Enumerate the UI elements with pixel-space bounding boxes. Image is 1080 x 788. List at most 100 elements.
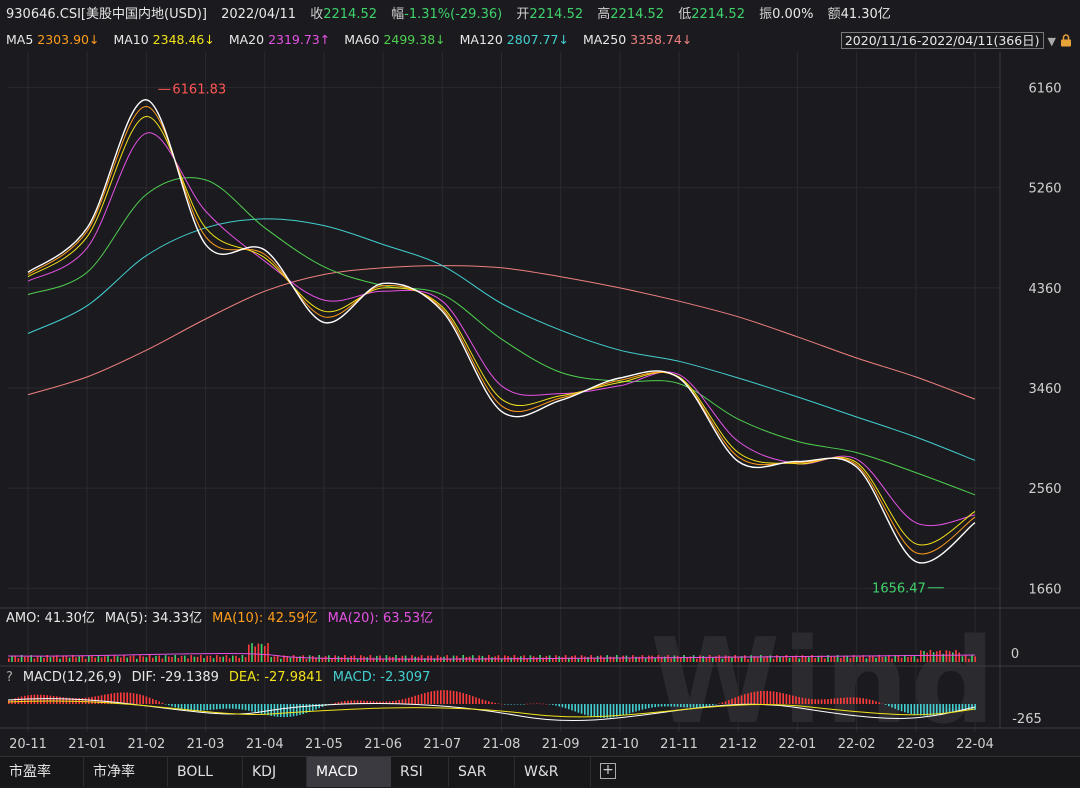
macd-histogram-bar	[814, 699, 816, 704]
amo-bar	[936, 651, 938, 662]
amo-bar	[225, 655, 228, 662]
amo-bar	[97, 655, 100, 662]
amo-bar	[356, 658, 359, 662]
macd-histogram-bar	[686, 704, 688, 708]
x-tick-label: 20-11	[9, 737, 47, 752]
amo-bar	[632, 655, 634, 662]
macd-histogram-bar	[113, 693, 116, 704]
amo-bar	[948, 651, 951, 662]
macd-histogram-bar	[497, 703, 500, 704]
amo-bar	[449, 658, 452, 662]
tab-wr[interactable]: W&R	[515, 757, 591, 787]
amo-bar	[676, 655, 679, 662]
add-tab-icon[interactable]: +	[600, 763, 616, 779]
macd-histogram-bar	[763, 690, 765, 704]
macd-histogram-bar	[632, 704, 634, 713]
x-tick-label: 21-03	[187, 737, 225, 752]
tab-sar[interactable]: SAR	[449, 757, 515, 787]
tab-kdj[interactable]: KDJ	[243, 757, 307, 787]
help-icon[interactable]: ?	[6, 670, 13, 685]
amo-bar	[27, 656, 29, 662]
macd-histogram-bar	[369, 701, 372, 704]
macd-histogram-bar	[203, 704, 205, 711]
macd-histogram-bar	[907, 704, 909, 714]
dropdown-arrow-icon[interactable]: ▼	[1047, 35, 1057, 48]
index-code[interactable]: 930646.CSI[美股中国内地(USD)]	[6, 7, 207, 22]
macd-histogram-bar	[948, 704, 951, 713]
amo-bar	[110, 659, 112, 662]
macd-histogram-bar	[884, 704, 887, 705]
amo-bar	[107, 655, 109, 662]
macd-histogram-bar	[161, 702, 164, 704]
macd-histogram-bar	[344, 701, 346, 704]
macd-histogram-bar	[315, 704, 317, 710]
tab-macd[interactable]: MACD	[307, 757, 391, 787]
x-tick-label: 22-04	[956, 737, 994, 752]
x-tick-label: 22-01	[779, 737, 817, 752]
x-tick-label: 21-04	[246, 737, 284, 752]
macd-histogram-bar	[206, 704, 208, 711]
date-range-selector[interactable]: 2020/11/16-2022/04/11(366日) ▼	[840, 30, 1072, 49]
amo-bar	[276, 655, 279, 662]
macd-histogram-bar	[372, 701, 375, 704]
amo-bar	[721, 658, 724, 662]
macd-histogram-bar	[353, 700, 356, 704]
amo-bar	[68, 657, 71, 662]
macd-histogram-bar	[564, 704, 567, 709]
amo-bar	[123, 655, 125, 662]
amo-bar	[923, 651, 925, 662]
amo-bar	[651, 655, 653, 662]
amo-bar	[894, 655, 896, 662]
macd-histogram-bar	[302, 704, 304, 714]
macd-histogram-bar	[766, 690, 768, 704]
amo-bar	[891, 658, 893, 662]
amo-bar	[216, 655, 218, 662]
macd-histogram-bar	[955, 704, 957, 712]
amplitude-label: 振	[759, 7, 773, 22]
amo-bar	[724, 655, 727, 662]
macd-histogram-bar	[222, 704, 224, 709]
tab-boll[interactable]: BOLL	[168, 757, 243, 787]
amo-bar	[20, 655, 23, 662]
amo-bar	[961, 656, 964, 662]
macd-histogram-bar	[542, 703, 544, 705]
macd-histogram-bar	[648, 704, 650, 709]
date-range-text[interactable]: 2020/11/16-2022/04/11(366日)	[840, 32, 1044, 49]
amo-bar	[88, 655, 90, 662]
macd-histogram-bar	[177, 704, 180, 709]
amo-bar	[971, 655, 973, 662]
open-value: 2214.52	[529, 7, 584, 22]
low-annotation: 1656.47	[872, 582, 926, 597]
amo-bar	[849, 658, 852, 662]
amo-bar	[766, 656, 768, 662]
macd-histogram-bar	[276, 704, 279, 717]
amo-bar	[804, 656, 807, 662]
amo-bar	[24, 656, 26, 662]
series-line-ma120	[27, 218, 976, 461]
macd-histogram-bar	[696, 704, 698, 708]
amo-bar	[395, 655, 397, 662]
amo-bar	[148, 655, 151, 662]
macd-histogram-bar	[692, 704, 695, 708]
macd-histogram-bar	[520, 704, 522, 705]
macd-histogram-bar	[926, 704, 928, 716]
macd-histogram-bar	[120, 692, 122, 704]
amo-bar	[788, 657, 791, 662]
amo-bar	[609, 656, 612, 662]
tab-pb[interactable]: 市净率	[84, 757, 168, 787]
tab-rsi[interactable]: RSI	[391, 757, 449, 787]
macd-histogram-bar	[849, 697, 852, 704]
amo-bar	[712, 657, 714, 662]
macd-histogram-bar	[462, 693, 464, 704]
lock-icon[interactable]	[1060, 34, 1072, 47]
amo-bar	[235, 655, 237, 662]
x-tick-label: 22-02	[838, 737, 876, 752]
amo-bar	[772, 658, 775, 662]
macd-histogram-bar	[708, 704, 711, 707]
macd-histogram-bar	[910, 704, 912, 714]
amo-bar	[852, 655, 855, 662]
series-lines	[27, 99, 976, 564]
amo-bar	[699, 655, 701, 662]
tab-pe[interactable]: 市盈率	[0, 757, 84, 787]
